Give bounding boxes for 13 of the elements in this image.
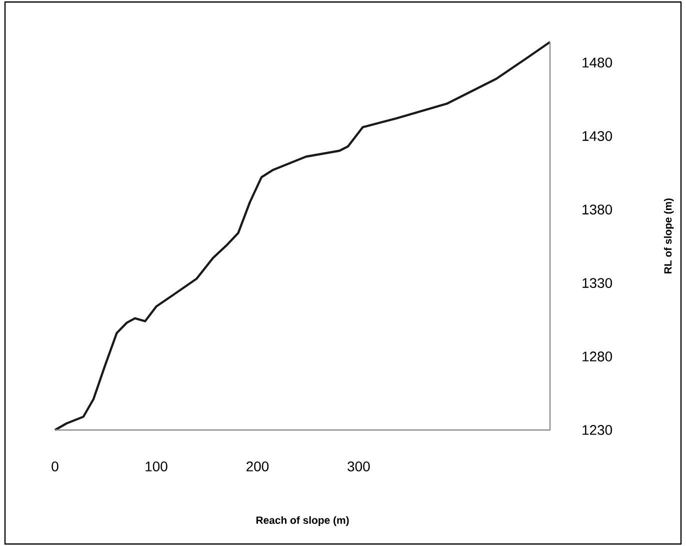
y-axis-title: RL of slope (m) [664,198,674,274]
y-tick-label: 1480 [582,58,612,68]
x-tick-label: 300 [348,461,370,472]
y-tick-label: 1380 [582,204,612,214]
y-tick-label: 1280 [582,352,612,362]
x-axis-title: Reach of slope (m) [256,516,349,526]
x-tick-label: 0 [52,461,58,472]
y-tick-label: 1230 [582,425,612,435]
y-tick-label: 1430 [582,131,612,141]
x-tick-label: 200 [246,461,269,472]
y-tick-label: 1330 [582,278,612,288]
line-series [54,40,552,432]
x-tick-label: 100 [146,461,168,472]
